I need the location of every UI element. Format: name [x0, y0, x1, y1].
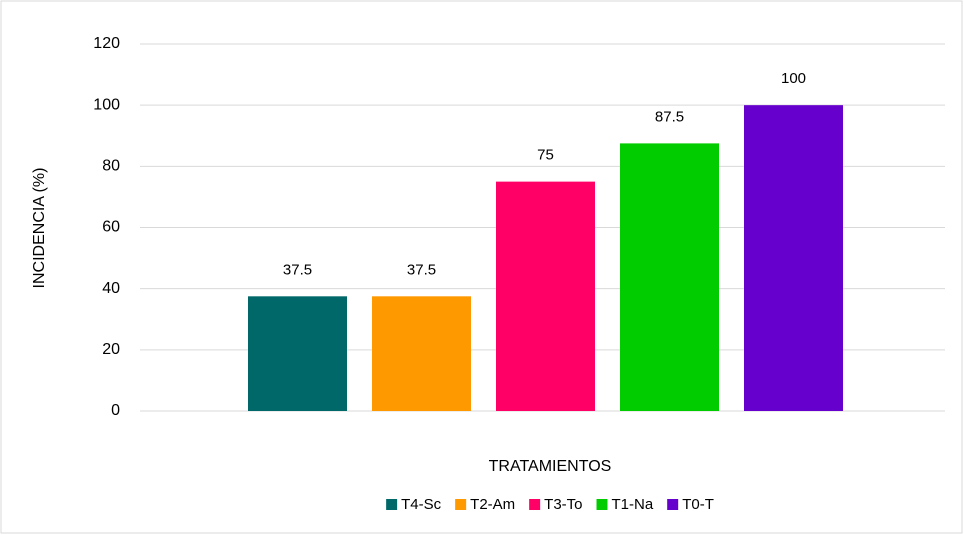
bar: [372, 296, 471, 411]
bar: [496, 181, 595, 411]
legend-label: T1-Na: [612, 496, 654, 513]
legend-swatch: [667, 499, 679, 510]
y-tick-label: 80: [102, 158, 120, 175]
y-tick-label: 100: [93, 96, 120, 113]
y-tick-label: 20: [102, 341, 120, 358]
legend-swatch: [529, 499, 541, 510]
data-label: 87.5: [655, 108, 684, 125]
data-label: 75: [537, 147, 554, 164]
bar: [620, 143, 719, 412]
y-axis-label: INCIDENCIA (%): [31, 168, 48, 289]
x-axis-label: TRATAMIENTOS: [489, 458, 612, 475]
legend-label: T4-Sc: [401, 496, 442, 513]
legend-swatch: [386, 499, 398, 510]
bar: [744, 105, 843, 412]
legend-label: T0-T: [682, 496, 714, 513]
legend-swatch: [455, 499, 467, 510]
data-label: 37.5: [283, 261, 312, 278]
data-label: 100: [781, 70, 806, 87]
data-label: 37.5: [407, 261, 436, 278]
y-tick-label: 60: [102, 219, 120, 236]
bar: [248, 296, 347, 411]
y-tick-label: 120: [93, 35, 120, 52]
legend-swatch: [596, 499, 608, 510]
y-tick-label: 40: [102, 280, 120, 297]
legend-label: T2-Am: [470, 496, 515, 513]
legend-label: T3-To: [544, 496, 582, 513]
y-tick-label: 0: [111, 402, 120, 419]
